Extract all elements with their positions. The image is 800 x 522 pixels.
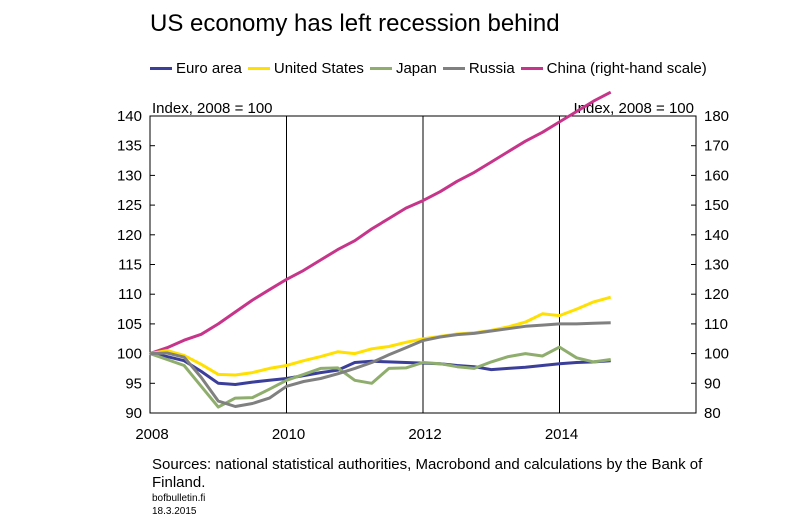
date-label: 18.3.2015 — [152, 506, 197, 517]
y-right-tick-label: 120 — [704, 286, 729, 303]
y-tick-label: 100 — [117, 346, 142, 363]
legend-label: Euro area — [176, 60, 242, 77]
series-line-russia — [149, 321, 611, 408]
x-tick-label: 2014 — [545, 426, 578, 443]
legend-label: China (right-hand scale) — [546, 60, 707, 77]
legend-entry: Japan — [369, 60, 437, 77]
legend-swatch — [442, 67, 465, 70]
legend-entry: China (right-hand scale) — [520, 60, 707, 77]
legend-entry: United States — [247, 60, 364, 77]
series-line-united-states — [149, 295, 612, 377]
chart-title: US economy has left recession behind — [150, 10, 560, 37]
legend-swatch — [369, 67, 392, 70]
y-tick-label: 135 — [117, 138, 142, 155]
legend-swatch — [150, 67, 172, 70]
y-tick-label: 125 — [117, 197, 142, 214]
y-right-tick-label: 170 — [704, 138, 729, 155]
y-right-tick-label: 130 — [704, 257, 729, 274]
y-tick-label: 140 — [117, 108, 142, 125]
y-tick-label: 120 — [117, 227, 142, 244]
legend-label: Russia — [468, 60, 515, 77]
x-tick-label: 2008 — [135, 426, 168, 443]
legend-entry: Euro area — [150, 60, 242, 77]
legend-swatch — [520, 67, 543, 70]
x-tick-label: 2010 — [272, 426, 305, 443]
y-right-tick-label: 80 — [704, 405, 721, 422]
y-right-tick-label: 110 — [704, 316, 728, 333]
y-right-tick-label: 100 — [704, 346, 729, 363]
y-tick-label: 130 — [117, 167, 142, 184]
site-label: bofbulletin.fi — [152, 493, 206, 504]
y-right-tick-label: 150 — [704, 197, 729, 214]
y-right-tick-label: 140 — [704, 227, 729, 244]
series-line-euro-area — [149, 352, 611, 386]
y-tick-label: 110 — [118, 286, 142, 303]
left-axis-label: Index, 2008 = 100 — [152, 100, 273, 117]
legend-label: United States — [273, 60, 364, 77]
series-line-japan — [149, 345, 611, 409]
y-tick-label: 95 — [125, 375, 142, 392]
y-right-tick-label: 180 — [704, 108, 729, 125]
y-tick-label: 90 — [125, 405, 142, 422]
legend-swatch — [247, 67, 270, 70]
x-tick-label: 2012 — [408, 426, 441, 443]
legend-label: Japan — [395, 60, 437, 77]
series-line-china-right-hand-scale — [149, 90, 612, 356]
legend: Euro area United States Japan Russia China (… — [150, 60, 707, 77]
y-tick-label: 115 — [118, 257, 142, 274]
y-right-tick-label: 160 — [704, 167, 729, 184]
legend-entry: Russia — [442, 60, 515, 77]
right-axis-label: Index, 2008 = 100 — [573, 100, 694, 117]
y-right-tick-label: 90 — [704, 375, 721, 392]
y-tick-label: 105 — [117, 316, 142, 333]
sources-note: Sources: national statistical authoritie… — [152, 456, 703, 491]
